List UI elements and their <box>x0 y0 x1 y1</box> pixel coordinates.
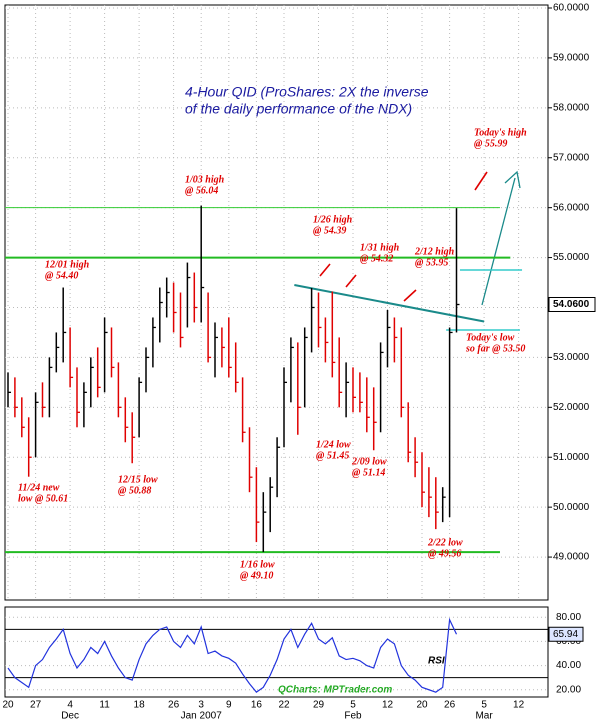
annotation-tick <box>474 171 488 191</box>
rsi-label: RSI <box>428 656 445 667</box>
arrow-line <box>481 177 516 306</box>
x-tick-label: 16 <box>251 700 263 711</box>
x-tick-label: 12 <box>513 700 525 711</box>
month-label: Feb <box>344 711 362 721</box>
projection-arrow <box>481 170 521 306</box>
annotation: 2/22 low <box>427 537 463 548</box>
annotation: 1/16 low <box>240 559 275 570</box>
rsi-line <box>7 617 458 693</box>
y-tick-label: 60.0000 <box>553 3 590 14</box>
price-marker-label: 54.0600 <box>553 299 590 310</box>
annotation: Today's low <box>466 332 515 343</box>
annotation: 12/01 high <box>45 259 90 270</box>
annotation: @ 53.95 <box>415 257 448 268</box>
rsi-marker-label: 65.94 <box>553 629 578 640</box>
chart-title: 4-Hour QID (ProShares: 2X the inverse <box>185 84 429 100</box>
y-tick-label: 52.0000 <box>553 402 590 413</box>
y-tick-label: 53.0000 <box>553 352 590 363</box>
month-label: Mar <box>475 711 493 721</box>
y-tick-label: 59.0000 <box>553 53 590 64</box>
annotation: low @ 50.61 <box>18 493 68 504</box>
annotation-ticks <box>319 171 488 302</box>
annotation: 12/15 low <box>118 474 158 485</box>
x-tick-label: 11 <box>99 700 110 711</box>
x-tick-label: 5 <box>481 700 487 711</box>
annotation: 1/26 high <box>313 214 353 225</box>
x-tick-label: 4 <box>67 700 73 711</box>
x-tick-label: 20 <box>2 700 14 711</box>
annotation: 11/24 new <box>18 482 60 493</box>
y-tick-label: 49.0000 <box>553 552 590 563</box>
y-tick-label: 50.0000 <box>553 502 590 513</box>
chart-title: of the daily performance of the NDX) <box>185 101 412 117</box>
annotation: @ 49.10 <box>240 570 273 581</box>
x-tick-label: 22 <box>278 700 290 711</box>
annotation: @ 54.39 <box>313 225 346 236</box>
x-tick-label: 9 <box>226 700 232 711</box>
annotation: @ 51.14 <box>352 467 385 478</box>
annotation: so far @ 53.50 <box>465 343 525 354</box>
y-tick-label: 40.00 <box>556 660 581 671</box>
annotation: 2/12 high <box>414 246 455 257</box>
x-tick-label: 3 <box>198 700 204 711</box>
y-tick-label: 80.00 <box>556 612 581 623</box>
x-tick-label: 26 <box>168 700 180 711</box>
annotation: 1/31 high <box>360 242 400 253</box>
annotation-tick <box>319 263 331 277</box>
annotation: @ 49.56 <box>428 548 461 559</box>
x-tick-label: 5 <box>350 700 356 711</box>
annotation: Today's high <box>474 127 527 138</box>
watermark: QCharts: MPTrader.com <box>278 685 392 696</box>
x-tick-label: 20 <box>416 700 428 711</box>
x-tick-label: 18 <box>134 700 146 711</box>
y-tick-label: 20.00 <box>556 684 581 695</box>
annotation: @ 56.04 <box>185 185 218 196</box>
trendline <box>294 284 485 323</box>
y-tick-label: 56.0000 <box>553 202 590 213</box>
annotation: 1/03 high <box>185 174 225 185</box>
rsi-frame <box>4 606 549 698</box>
annotation: @ 50.88 <box>118 485 151 496</box>
price-frame <box>4 4 549 601</box>
x-tick-label: 26 <box>444 700 456 711</box>
annotation: @ 54.40 <box>45 270 78 281</box>
month-label: Jan 2007 <box>181 711 223 721</box>
month-label: Dec <box>61 711 79 721</box>
y-tick-label: 55.0000 <box>553 252 590 263</box>
y-tick-label: 58.0000 <box>553 102 590 113</box>
annotation: 1/24 low <box>316 439 351 450</box>
rsi-marker-box <box>548 626 584 642</box>
price-marker-box <box>548 296 596 312</box>
annotation-tick <box>403 289 417 302</box>
y-tick-label: 57.0000 <box>553 152 590 163</box>
x-tick-label: 27 <box>30 700 42 711</box>
annotation-tick <box>345 274 357 288</box>
arrow-head <box>504 170 521 189</box>
x-tick-label: 29 <box>313 700 325 711</box>
annotation: @ 51.45 <box>316 450 349 461</box>
annotation: @ 54.32 <box>360 253 393 264</box>
annotation: 2/09 low <box>351 456 387 467</box>
x-tick-label: 12 <box>382 700 394 711</box>
y-tick-label: 51.0000 <box>553 452 590 463</box>
annotation: @ 55.99 <box>474 138 507 149</box>
